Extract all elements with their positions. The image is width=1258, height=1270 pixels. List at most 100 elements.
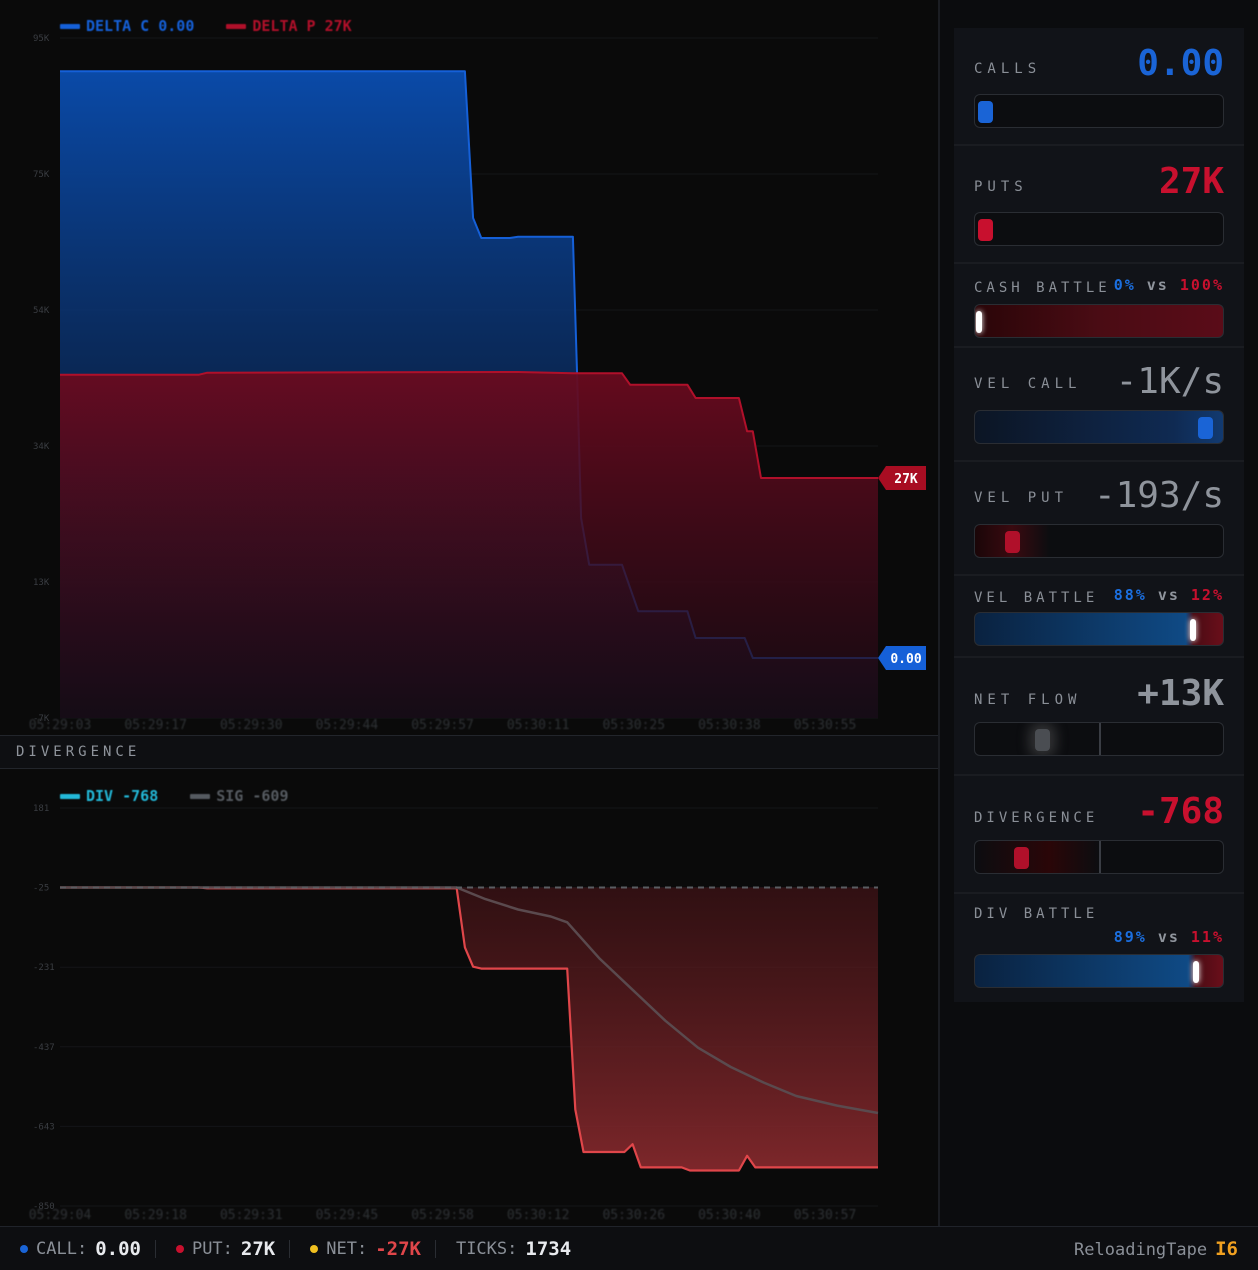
divergence-meter: [974, 840, 1224, 874]
cash-battle-label: CASH BATTLE: [974, 280, 1111, 296]
x-tick-label: 05:30:38: [698, 718, 761, 733]
div-battle-split: 89% vs 11%: [1114, 928, 1224, 946]
footer-put: PUT: 27K: [156, 1238, 289, 1260]
y-tick-label: -643: [33, 1122, 55, 1132]
x-tick-label: 05:30:40: [698, 1208, 761, 1223]
cash-battle-put-pct: 100%: [1179, 276, 1224, 294]
net-dot-icon: [310, 1244, 319, 1253]
x-tick-label: 05:29:30: [220, 718, 283, 733]
legend-div-swatch: [60, 793, 80, 799]
divergence-card: DIVERGENCE -768: [954, 776, 1244, 894]
x-tick-label: 05:29:31: [220, 1208, 283, 1223]
puts-meter-knob: [978, 219, 993, 241]
legend-delta-call[interactable]: DELTA C 0.00: [60, 17, 194, 35]
x-tick-label: 05:29:04: [29, 1208, 92, 1223]
footer-ticks: TICKS: 1734: [436, 1238, 585, 1260]
legend-delta-put-swatch: [226, 23, 247, 29]
y-tick-label: 54K: [33, 306, 50, 316]
x-tick-label: 05:29:44: [316, 718, 379, 733]
vel-put-label: VEL PUT: [974, 490, 1069, 506]
footer-put-label: PUT:: [191, 1238, 233, 1259]
footer-call: CALL: 0.00: [0, 1238, 155, 1260]
puts-end-label-bg: [878, 466, 926, 490]
net-flow-meter: [974, 722, 1224, 756]
footer-separator: [154, 1239, 156, 1258]
legend-sig[interactable]: SIG -609: [190, 787, 289, 805]
y-tick-label: -7K: [33, 714, 50, 724]
status-bar: CALL: 0.00 PUT: 27K NET: -27K TICKS: 173…: [0, 1226, 1258, 1270]
cash-battle-bar: [974, 304, 1224, 338]
vel-call-label: VEL CALL: [974, 376, 1082, 392]
vel-battle-card: VEL BATTLE 88% vs 12%: [954, 576, 1244, 658]
divergence-legend: DIV -768 SIG -609: [60, 787, 289, 805]
net-flow-value: +13K: [1137, 673, 1224, 714]
footer-call-label: CALL:: [36, 1238, 88, 1259]
vel-battle-split: 88% vs 12%: [1114, 586, 1224, 604]
footer-brand: ReloadingTape I6: [1074, 1238, 1238, 1260]
y-tick-label: 181: [33, 804, 49, 814]
series-area-div: [60, 887, 878, 1171]
legend-div[interactable]: DIV -768: [60, 787, 158, 805]
calls-meter-knob: [978, 101, 993, 123]
calls-end-label-text: 0.00: [890, 652, 921, 667]
delta-chart[interactable]: 95K 75K 54K 34K 13K -7K 05:29:03 05:29:17 05:29:…: [0, 0, 938, 735]
x-tick-label: 05:30:55: [794, 718, 857, 733]
calls-value: 0.00: [1137, 43, 1224, 84]
footer-call-value: 0.00: [95, 1237, 141, 1260]
cash-battle-split: 0% vs 100%: [1114, 276, 1224, 294]
series-line-delta-p: [60, 371, 878, 479]
footer-separator: [434, 1239, 436, 1258]
div-battle-card: DIV BATTLE 89% vs 11%: [954, 894, 1244, 1002]
div-battle-label: DIV BATTLE: [974, 906, 1099, 922]
divergence-section-header: DIVERGENCE: [0, 735, 938, 769]
vel-battle-put-pct: 12%: [1190, 586, 1224, 604]
x-tick-label: 05:29:18: [124, 1208, 187, 1223]
y-tick-label: -231: [33, 963, 55, 973]
x-tick-label: 05:29:58: [411, 1208, 474, 1223]
x-tick-label: 05:29:03: [29, 718, 92, 733]
vel-battle-call-pct: 88%: [1113, 586, 1147, 604]
vel-battle-label: VEL BATTLE: [974, 590, 1099, 606]
vel-call-card: VEL CALL -1K/s: [954, 348, 1244, 462]
legend-sig-swatch: [190, 793, 211, 799]
x-tick-label: 05:30:25: [602, 718, 665, 733]
y-tick-label: 13K: [33, 578, 50, 588]
metrics-panel: CALLS 0.00 PUTS 27K CASH BATTLE 0% vs 10…: [940, 0, 1258, 1226]
footer-put-value: 27K: [240, 1237, 276, 1260]
put-dot-icon: [175, 1244, 184, 1253]
divergence-section-title: DIVERGENCE: [16, 744, 141, 760]
cash-battle-vs: vs: [1146, 276, 1169, 294]
legend-delta-put[interactable]: DELTA P 27K: [226, 17, 352, 35]
x-tick-label: 05:30:11: [507, 718, 570, 733]
charts-area: 95K 75K 54K 34K 13K -7K 05:29:03 05:29:17 05:29:…: [0, 0, 938, 1226]
div-battle-bar: [974, 954, 1224, 988]
calls-meter: [974, 94, 1224, 128]
legend-sig-label: SIG -609: [216, 787, 289, 805]
footer-ticks-value: 1734: [525, 1237, 572, 1260]
calls-label: CALLS: [974, 61, 1042, 77]
y-tick-label: -25: [33, 884, 49, 894]
vel-call-value: -1K/s: [1115, 361, 1224, 402]
vel-put-meter: [974, 524, 1224, 558]
puts-meter: [974, 212, 1224, 246]
divergence-label: DIVERGENCE: [974, 810, 1099, 826]
net-flow-label: NET FLOW: [974, 692, 1082, 708]
divergence-chart[interactable]: 181 -25 -231 -437 -643 -850 05:29:04 05:29:18 05…: [0, 770, 938, 1226]
calls-end-label-bg: [878, 646, 926, 670]
vel-put-value: -193/s: [1093, 475, 1224, 516]
legend-delta-call-label: DELTA C 0.00: [86, 17, 195, 35]
puts-label: PUTS: [974, 179, 1028, 195]
series-area-delta-p: [60, 372, 878, 718]
net-flow-card: NET FLOW +13K: [954, 658, 1244, 776]
footer-net: NET: -27K: [290, 1238, 435, 1260]
puts-value: 27K: [1158, 161, 1224, 202]
x-tick-label: 05:29:57: [411, 718, 474, 733]
x-tick-label: 05:30:12: [507, 1208, 570, 1223]
panel-divider[interactable]: [938, 0, 940, 1226]
cash-battle-card: CASH BATTLE 0% vs 100%: [954, 264, 1244, 348]
y-tick-label: 95K: [33, 34, 50, 44]
puts-card: PUTS 27K: [954, 146, 1244, 264]
x-tick-label: 05:29:17: [124, 718, 187, 733]
